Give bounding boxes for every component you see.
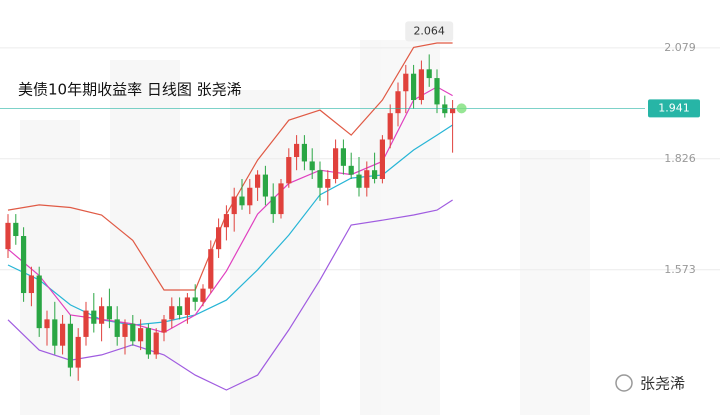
candle-body — [411, 73, 417, 101]
candle-body — [99, 306, 105, 324]
candle-body — [60, 323, 66, 346]
candle-body — [340, 148, 346, 166]
candle-body — [83, 310, 89, 337]
current-price-box — [648, 99, 700, 118]
candle-body — [450, 108, 456, 114]
candle-body — [184, 297, 190, 315]
candle-body — [114, 319, 120, 337]
candle-body — [317, 170, 323, 188]
candle-body — [36, 275, 42, 329]
candle-body — [208, 249, 214, 289]
candle-body — [138, 328, 144, 342]
candle-body — [247, 187, 253, 206]
candle-body — [426, 69, 432, 79]
candle-body — [106, 306, 112, 320]
candle-body — [372, 170, 378, 179]
candle-body — [379, 139, 385, 179]
candle-body — [145, 328, 151, 355]
candle-body — [122, 323, 128, 337]
high-annotation-label: 2.064 — [413, 24, 445, 37]
candle-body — [403, 73, 409, 92]
current-price-dot — [456, 103, 467, 114]
candle-body — [442, 104, 448, 114]
candle-body — [216, 227, 222, 250]
candle-body — [192, 297, 198, 302]
candle-body — [255, 174, 261, 188]
candle-body — [348, 165, 354, 175]
candle-body — [364, 170, 370, 188]
candle-body — [333, 148, 339, 179]
candle-body — [13, 222, 19, 237]
watermark-icon — [615, 374, 633, 392]
candle-body — [21, 236, 27, 294]
indicator-line — [7, 199, 453, 391]
candle-body — [418, 69, 424, 101]
candle-body — [161, 319, 167, 333]
candle-body — [294, 143, 300, 158]
candle-body — [356, 174, 362, 188]
watermark-text: 张尧浠 — [640, 375, 685, 393]
candle-body — [262, 174, 268, 197]
candle-body — [28, 275, 34, 294]
candle-body — [286, 157, 292, 184]
high-annotation-box — [405, 21, 454, 42]
candle-body — [278, 183, 284, 215]
candle-body — [169, 306, 175, 320]
candle-body — [91, 310, 97, 324]
candle-body — [5, 222, 11, 250]
candle-body — [270, 196, 276, 215]
candle-body — [67, 323, 73, 368]
watermark: 张尧浠 — [615, 374, 685, 393]
y-tick-label: 1.573 — [664, 263, 696, 276]
candle-body — [387, 113, 393, 140]
current-price-label: 1.941 — [658, 101, 690, 114]
y-tick-label: 2.079 — [664, 41, 696, 54]
candle-body — [44, 319, 50, 329]
candle-body — [309, 161, 315, 171]
candle-body — [223, 214, 229, 228]
candle-body — [325, 178, 331, 188]
candle-body — [239, 196, 245, 206]
y-tick-label: 1.826 — [664, 152, 696, 165]
candle-body — [52, 319, 58, 346]
chart-title: 美债10年期收益率 日线图 张尧浠 — [18, 81, 242, 99]
candle-body — [301, 143, 307, 162]
candle-body — [395, 91, 401, 114]
candle-body — [231, 196, 237, 215]
candle-body — [75, 336, 81, 368]
candle-body — [177, 306, 183, 315]
candle-body — [434, 78, 440, 105]
candle-body — [130, 323, 136, 342]
candle-body — [200, 288, 206, 302]
candle-body — [153, 332, 159, 355]
